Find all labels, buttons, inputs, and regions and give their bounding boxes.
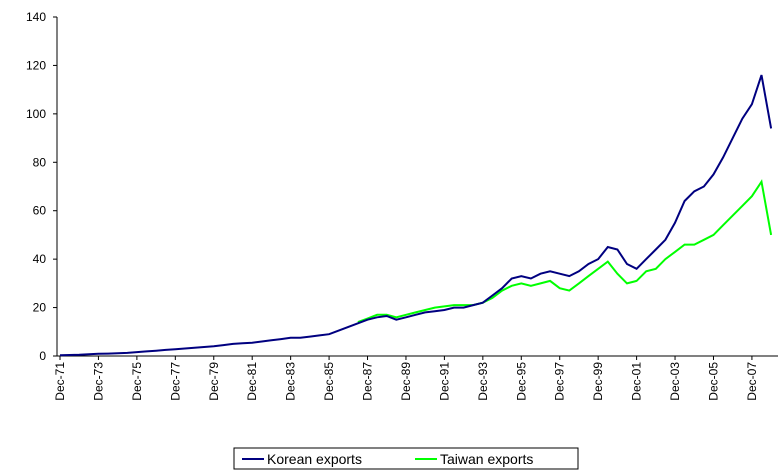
legend-label: Korean exports <box>267 451 362 467</box>
x-tick-label: Dec-91 <box>437 362 451 401</box>
x-tick-label: Dec-05 <box>706 362 720 401</box>
legend-label: Taiwan exports <box>440 451 533 467</box>
x-tick-label: Dec-99 <box>591 362 605 401</box>
x-tick-label: Dec-97 <box>553 362 567 401</box>
x-tick-label: Dec-95 <box>514 362 528 401</box>
series-line <box>59 74 773 357</box>
x-tick-label: Dec-07 <box>745 362 759 401</box>
y-tick-label: 20 <box>33 301 47 315</box>
x-tick-label: Dec-87 <box>361 362 375 401</box>
x-tick-label: Dec-73 <box>91 362 105 401</box>
x-tick-label: Dec-79 <box>207 362 221 401</box>
x-tick-label: Dec-75 <box>130 362 144 401</box>
legend-box <box>233 447 579 470</box>
x-tick-label: Dec-89 <box>399 362 413 401</box>
x-tick-label: Dec-83 <box>284 362 298 401</box>
x-tick-label: Dec-77 <box>168 362 182 401</box>
y-tick-label: 120 <box>26 58 46 72</box>
x-tick-label: Dec-01 <box>630 362 644 401</box>
x-tick-label: Dec-03 <box>668 362 682 401</box>
y-tick-label: 0 <box>39 349 46 363</box>
y-tick-label: 40 <box>33 252 47 266</box>
x-tick-label: Dec-93 <box>476 362 490 401</box>
x-tick-label: Dec-81 <box>245 362 259 401</box>
y-tick-label: 80 <box>33 155 47 169</box>
y-tick-label: 60 <box>33 204 47 218</box>
y-tick-label: 100 <box>26 107 46 121</box>
y-tick-label: 140 <box>26 10 46 24</box>
x-tick-label: Dec-85 <box>322 362 336 401</box>
series-line <box>357 179 773 324</box>
x-tick-label: Dec-71 <box>53 362 67 401</box>
